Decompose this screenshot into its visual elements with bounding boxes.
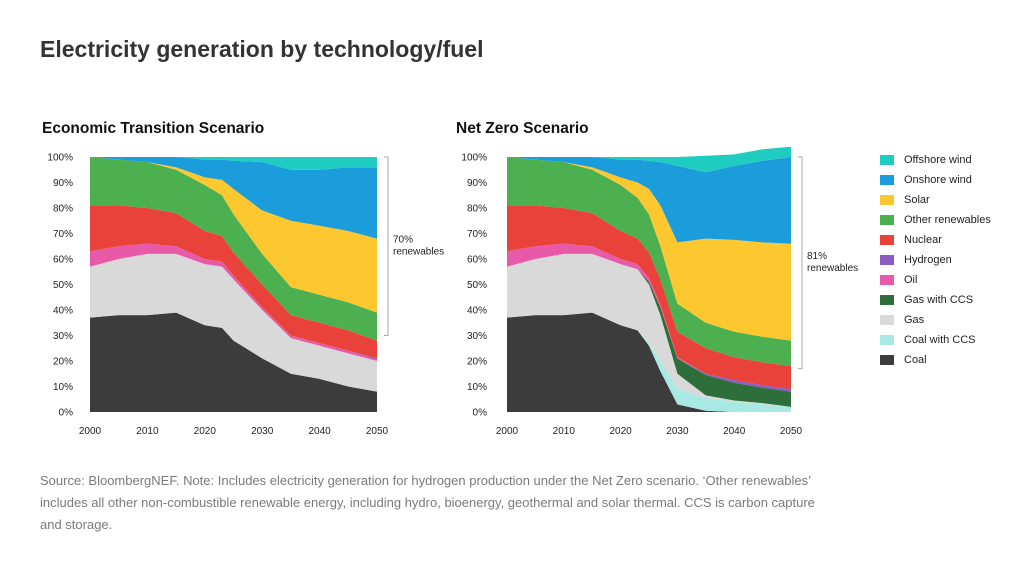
legend-swatch (880, 355, 894, 365)
legend-item-gas: Gas (880, 310, 991, 330)
x-tick-label: 2040 (308, 426, 331, 437)
legend-item-solar: Solar (880, 190, 991, 210)
y-tick-label: 80% (53, 204, 73, 215)
y-tick-label: 100% (47, 153, 73, 164)
legend-label: Other renewables (904, 214, 991, 226)
legend-item-hydrogen: Hydrogen (880, 250, 991, 270)
x-tick-label: 2020 (194, 426, 217, 437)
legend-item-onshore-wind: Onshore wind (880, 170, 991, 190)
renewables-callout: 70% (393, 234, 413, 245)
area-solar (507, 157, 791, 341)
legend-swatch (880, 295, 894, 305)
legend-label: Coal (904, 354, 927, 366)
x-tick-label: 2030 (251, 426, 274, 437)
renewables-callout: 81% (807, 251, 827, 262)
area-other-renewables (507, 157, 791, 367)
y-tick-label: 40% (53, 306, 73, 317)
y-tick-label: 80% (467, 204, 487, 215)
legend-item-offshore-wind: Offshore wind (880, 150, 991, 170)
y-tick-label: 30% (467, 331, 487, 342)
area-coal (90, 312, 377, 412)
chart-title-net-zero: Net Zero Scenario (456, 120, 589, 137)
area-gas (507, 253, 791, 407)
area-gas-with-ccs (507, 253, 791, 407)
legend-item-coal: Coal (880, 350, 991, 370)
page-title: Electricity generation by technology/fue… (40, 36, 484, 62)
legend-item-other-renewables: Other renewables (880, 210, 991, 230)
y-tick-label: 0% (59, 408, 74, 419)
legend-item-gas-with-ccs: Gas with CCS (880, 290, 991, 310)
area-onshore-wind (507, 157, 791, 244)
y-tick-label: 20% (53, 357, 73, 368)
y-tick-label: 60% (467, 255, 487, 266)
x-tick-label: 2000 (496, 426, 519, 437)
y-tick-label: 90% (53, 178, 73, 189)
x-tick-label: 2010 (136, 426, 159, 437)
legend-swatch (880, 315, 894, 325)
legend-swatch (880, 175, 894, 185)
legend-label: Gas (904, 314, 925, 326)
legend-label: Nuclear (904, 234, 942, 246)
legend-label: Gas with CCS (904, 294, 974, 306)
legend-swatch (880, 235, 894, 245)
y-tick-label: 70% (53, 229, 73, 240)
legend-swatch (880, 195, 894, 205)
area-oil (90, 243, 377, 361)
x-tick-label: 2030 (666, 426, 689, 437)
legend-swatch (880, 215, 894, 225)
y-tick-label: 100% (461, 153, 487, 164)
x-tick-label: 2020 (609, 426, 632, 437)
area-offshore-wind (90, 157, 377, 170)
legend-label: Oil (904, 274, 918, 286)
source-note: Source: BloombergNEF. Note: Includes ele… (40, 473, 815, 532)
area-oil (507, 243, 791, 392)
x-tick-label: 2000 (79, 426, 102, 437)
area-onshore-wind (90, 157, 377, 239)
legend-swatch (880, 255, 894, 265)
legend-label: Hydrogen (904, 254, 952, 266)
area-coal (507, 312, 791, 412)
y-tick-label: 40% (467, 306, 487, 317)
legend-swatch (880, 155, 894, 165)
legend: Offshore wind Onshore wind Solar Other rene… (880, 150, 991, 370)
legend-item-nuclear: Nuclear (880, 230, 991, 250)
y-tick-label: 0% (473, 408, 488, 419)
renewables-bracket (384, 156, 389, 336)
renewables-callout: renewables (807, 263, 858, 274)
y-tick-label: 70% (467, 229, 487, 240)
area-other-renewables (90, 157, 377, 341)
y-tick-label: 10% (467, 382, 487, 393)
x-tick-label: 2050 (780, 426, 803, 437)
area-solar (90, 157, 377, 313)
legend-label: Coal with CCS (904, 334, 976, 346)
renewables-callout: renewables (393, 246, 444, 257)
legend-swatch (880, 335, 894, 345)
area-chart-net-zero: 0% 10% 20% 30% 40% 50% 60% 70% 80% 90% 100% 2000 201… (461, 146, 858, 437)
x-tick-label: 2040 (723, 426, 746, 437)
y-tick-label: 50% (53, 280, 73, 291)
y-tick-label: 20% (467, 357, 487, 368)
y-tick-label: 60% (53, 255, 73, 266)
area-nuclear (90, 205, 377, 359)
legend-label: Onshore wind (904, 174, 972, 186)
y-tick-label: 50% (467, 280, 487, 291)
y-tick-label: 90% (467, 178, 487, 189)
chart-title-economic-transition: Economic Transition Scenario (42, 120, 265, 137)
legend-item-coal-with-ccs: Coal with CCS (880, 330, 991, 350)
legend-label: Offshore wind (904, 154, 972, 166)
y-tick-label: 10% (53, 382, 73, 393)
x-tick-label: 2010 (553, 426, 576, 437)
area-chart-economic-transition: 0% 10% 20% 30% 40% 50% 60% 70% 80% 90% 100% 2000 201… (47, 153, 444, 438)
legend-item-oil: Oil (880, 270, 991, 290)
x-tick-label: 2050 (366, 426, 389, 437)
legend-label: Solar (904, 194, 930, 206)
renewables-bracket (798, 156, 803, 370)
area-nuclear (507, 205, 791, 390)
legend-swatch (880, 275, 894, 285)
y-tick-label: 30% (53, 331, 73, 342)
area-offshore-wind (507, 146, 791, 173)
area-gas (90, 253, 377, 392)
